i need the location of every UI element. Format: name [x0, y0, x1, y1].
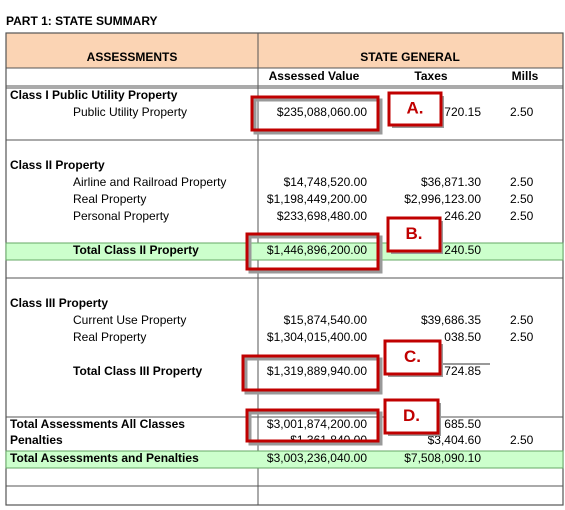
mills: 2.50 [510, 330, 534, 344]
row-label: Real Property [73, 330, 146, 344]
row-label: Class II Property [10, 158, 105, 172]
row-label: Total Class III Property [73, 364, 202, 378]
highlight-box [250, 95, 380, 132]
row-label: Total Assessments All Classes [10, 417, 185, 431]
taxes: $2,996,123.00 [404, 192, 481, 206]
taxes: $3,404.60 [428, 433, 482, 447]
mills: 2.50 [510, 313, 534, 327]
assessed-value: $233,698,480.00 [277, 209, 367, 223]
table-border [5, 32, 564, 506]
mills: 2.50 [510, 433, 534, 447]
taxes: $36,871.30 [421, 175, 481, 189]
header-state-general: STATE GENERAL [360, 50, 460, 64]
header-mills: Mills [512, 69, 539, 83]
assessed-value: $14,748,520.00 [284, 175, 368, 189]
callout-label: C. [404, 347, 421, 366]
assessed-value: $3,001,874,200.00 [267, 417, 367, 431]
taxes: $7,508,090.10 [404, 451, 481, 465]
mills: 2.50 [510, 175, 534, 189]
header-assessments: ASSESSMENTS [87, 50, 178, 64]
header-taxes: Taxes [414, 69, 447, 83]
highlight-shadow [253, 98, 383, 135]
highlight-box [241, 354, 380, 392]
callout-label: D. [403, 406, 420, 425]
mills: 2.50 [510, 105, 534, 119]
taxes: 720.15 [444, 105, 481, 119]
row-label: Class I Public Utility Property [10, 88, 178, 102]
header-band [6, 33, 563, 68]
callout-label: A. [407, 98, 424, 117]
highlight-shadow [248, 411, 383, 446]
row-label: Penalties [10, 433, 63, 447]
highlight-shadow [248, 235, 383, 274]
mills: 2.50 [510, 209, 534, 223]
row-label: Class III Property [10, 296, 108, 310]
assessed-value: $1,304,015,400.00 [267, 330, 367, 344]
row-label: Personal Property [73, 209, 169, 223]
taxes: 246.20 [444, 209, 481, 223]
total-band [5, 450, 564, 469]
row-label: Real Property [73, 192, 146, 206]
assessed-value: $235,088,060.00 [277, 105, 367, 119]
callout-box [386, 216, 442, 253]
taxes: 724.85 [444, 364, 481, 378]
callout-box [387, 91, 443, 127]
assessed-value: $1,446,896,200.00 [267, 243, 367, 257]
callout-box [383, 398, 440, 435]
callouts: A. B. C. D. [241, 91, 444, 446]
mills: 2.50 [510, 192, 534, 206]
highlight-box [245, 232, 380, 271]
taxes: 685.50 [444, 417, 481, 431]
taxes: 240.50 [444, 243, 481, 257]
row-label: Airline and Railroad Property [73, 175, 226, 189]
rows: Class I Public Utility Property Public Ut… [5, 88, 564, 469]
assessed-value: $1,319,889,940.00 [267, 364, 367, 378]
assessed-value: $1,198,449,200.00 [267, 192, 367, 206]
highlight-box [245, 408, 380, 443]
header-assessed-value: Assessed Value [269, 69, 360, 83]
row-label: Public Utility Property [73, 105, 187, 119]
row-label: Total Assessments and Penalties [10, 451, 199, 465]
row-label: Total Class II Property [73, 243, 199, 257]
assessed-value: $15,874,540.00 [284, 313, 368, 327]
taxes: $39,686.35 [421, 313, 481, 327]
page-title: PART 1: STATE SUMMARY [6, 14, 158, 28]
callout-label: B. [406, 224, 423, 243]
highlight-shadow [244, 357, 383, 395]
taxes: 038.50 [444, 330, 481, 344]
row-label: Current Use Property [73, 313, 186, 327]
assessed-value: $3,003,236,040.00 [267, 451, 367, 465]
callout-box [383, 339, 442, 376]
